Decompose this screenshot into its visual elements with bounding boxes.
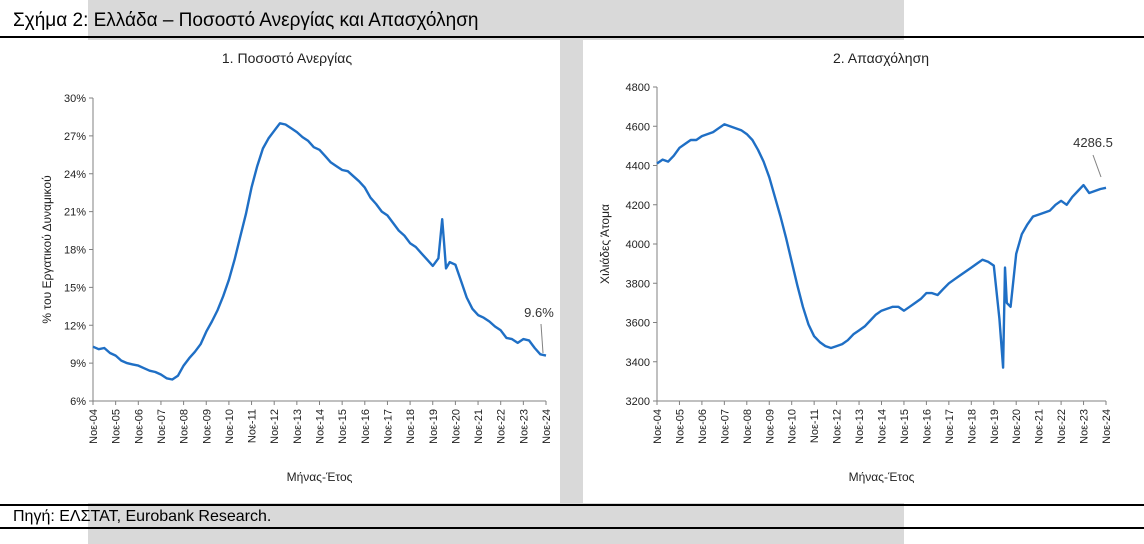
y-axis-label: Χιλιάδες Άτομα (598, 204, 612, 284)
y-tick-label: 6% (70, 396, 86, 408)
x-tick-label: Noε-04 (652, 409, 664, 444)
x-tick-label: Noε-21 (473, 409, 485, 444)
x-tick-label: Noε-10 (787, 409, 799, 444)
x-tick-label: Noε-18 (405, 409, 417, 444)
series-line (92, 122, 547, 381)
y-tick-label: 3400 (626, 357, 650, 369)
x-tick-label: Noε-06 (133, 409, 145, 444)
x-tick-label: Noε-12 (832, 409, 844, 444)
y-tick-label: 4400 (626, 161, 650, 173)
chart-panel-employment: 2. Απασχόληση 3200 3400 3600 3800 4000 4200 440… (583, 40, 1121, 503)
y-tick-label: 3200 (626, 396, 650, 408)
x-tick-label: Noε-13 (292, 409, 304, 444)
x-tick-label: Noε-09 (201, 409, 213, 444)
x-tick-label: Noε-19 (989, 409, 1001, 444)
x-tick-label: Noε-12 (269, 409, 281, 444)
x-tick-label: Noε-08 (742, 409, 754, 444)
x-tick-label: Noε-15 (899, 409, 911, 444)
y-tick-label: 9% (70, 358, 86, 370)
chart-title: 1. Ποσοστό Ανεργίας (222, 50, 352, 66)
x-tick-label: Noε-14 (877, 409, 889, 444)
x-tick-label: Noε-24 (541, 409, 553, 444)
y-tick-label: 12% (64, 320, 86, 332)
annotation-label: 9.6% (524, 305, 554, 320)
y-tick-label: 4200 (626, 200, 650, 212)
x-tick-label: Noε-08 (179, 409, 191, 444)
x-tick-label: Noε-15 (337, 409, 349, 444)
x-tick-label: Noε-20 (450, 409, 462, 444)
series-line (656, 123, 1107, 369)
x-tick-label: Noε-04 (88, 409, 100, 444)
x-tick-label: Noε-19 (428, 409, 440, 444)
x-tick-label: Noε-24 (1101, 409, 1113, 444)
y-tick-label: 30% (64, 93, 86, 105)
annotation-label: 4286.5 (1073, 135, 1113, 150)
x-tick-label: Noε-20 (1011, 409, 1023, 444)
annotation-leader (540, 323, 544, 354)
x-tick-label: Noε-21 (1034, 409, 1046, 444)
x-tick-label: Noε-11 (809, 409, 821, 443)
y-axis-label: % του Εργατικού Δυναμικού (40, 175, 54, 323)
y-tick-label: 21% (64, 207, 86, 219)
x-tick-label: Noε-05 (674, 409, 686, 444)
y-tick-label: 24% (64, 169, 86, 181)
chart-panel-unemployment: 1. Ποσοστό Ανεργίας 6% 9% 12% 15% 18% 21% 24% 27… (13, 40, 560, 503)
x-tick-label: Noε-16 (921, 409, 933, 444)
x-tick-label: Noε-16 (360, 409, 372, 444)
y-tick-label: 4600 (626, 121, 650, 133)
chart-title: 2. Απασχόληση (833, 50, 929, 66)
annotation-leader (1092, 154, 1102, 178)
y-tick-label: 27% (64, 131, 86, 143)
unemployment-chart: 1. Ποσοστό Ανεργίας 6% 9% 12% 15% 18% 21% 24% 27… (40, 50, 554, 484)
source-note: Πηγή: ΕΛΣΤΑΤ, Eurobank Research. (13, 508, 272, 525)
x-tick-label: Noε-23 (1079, 409, 1091, 444)
x-tick-label: Noε-10 (224, 409, 236, 444)
y-tick-label: 3600 (626, 318, 650, 330)
x-tick-label: Noε-22 (1056, 409, 1068, 444)
y-tick-label: 15% (64, 282, 86, 294)
x-tick-label: Noε-07 (156, 409, 168, 444)
top-rule (0, 36, 1144, 38)
x-tick-label: Noε-14 (315, 409, 327, 444)
x-tick-label: Noε-11 (247, 409, 259, 443)
x-axis-label: Μήνας-Έτος (849, 470, 915, 484)
employment-chart: 2. Απασχόληση 3200 3400 3600 3800 4000 4200 440… (598, 50, 1113, 484)
figure-title: Σχήμα 2: Ελλάδα – Ποσοστό Ανεργίας και Α… (13, 10, 479, 31)
y-tick-label: 18% (64, 245, 86, 257)
y-tick-label: 4000 (626, 239, 650, 251)
bottom-rule (0, 527, 1144, 529)
x-tick-label: Noε-09 (764, 409, 776, 444)
y-tick-label: 3800 (626, 278, 650, 290)
x-tick-label: Noε-18 (966, 409, 978, 444)
y-tick-label: 4800 (626, 82, 650, 94)
x-tick-label: Noε-13 (854, 409, 866, 444)
x-tick-label: Noε-05 (111, 409, 123, 444)
x-tick-label: Noε-22 (496, 409, 508, 444)
x-tick-label: Noε-23 (518, 409, 530, 444)
x-axis-label: Μήνας-Έτος (287, 470, 353, 484)
x-tick-label: Noε-07 (719, 409, 731, 444)
x-tick-label: Noε-17 (944, 409, 956, 444)
source-rule (0, 504, 1144, 506)
x-tick-label: Noε-06 (697, 409, 709, 444)
x-tick-label: Noε-17 (382, 409, 394, 444)
